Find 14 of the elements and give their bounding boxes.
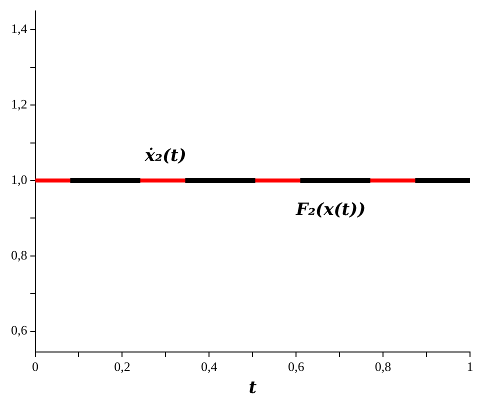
x-tick-label: 0,2	[114, 359, 130, 374]
y-tick-label: 0,8	[11, 247, 28, 262]
x-tick-label: 0,4	[201, 359, 218, 374]
y-tick-label: 1,0	[11, 172, 28, 187]
y-tick-label: 1,2	[11, 96, 28, 112]
y-tick-label: 0,6	[11, 322, 28, 338]
x-tick-label: 0,6	[288, 359, 305, 374]
x-axis-title: t	[248, 378, 257, 398]
x-tick-label: 0	[32, 359, 38, 374]
y-tick-label: 1,4	[11, 21, 28, 36]
series-label: F₂(x(t))	[295, 200, 366, 220]
x-tick-label: 1	[466, 359, 474, 374]
x-tick-label: 0,8	[374, 359, 392, 374]
series-label: ẋ₂(t)	[144, 146, 186, 166]
